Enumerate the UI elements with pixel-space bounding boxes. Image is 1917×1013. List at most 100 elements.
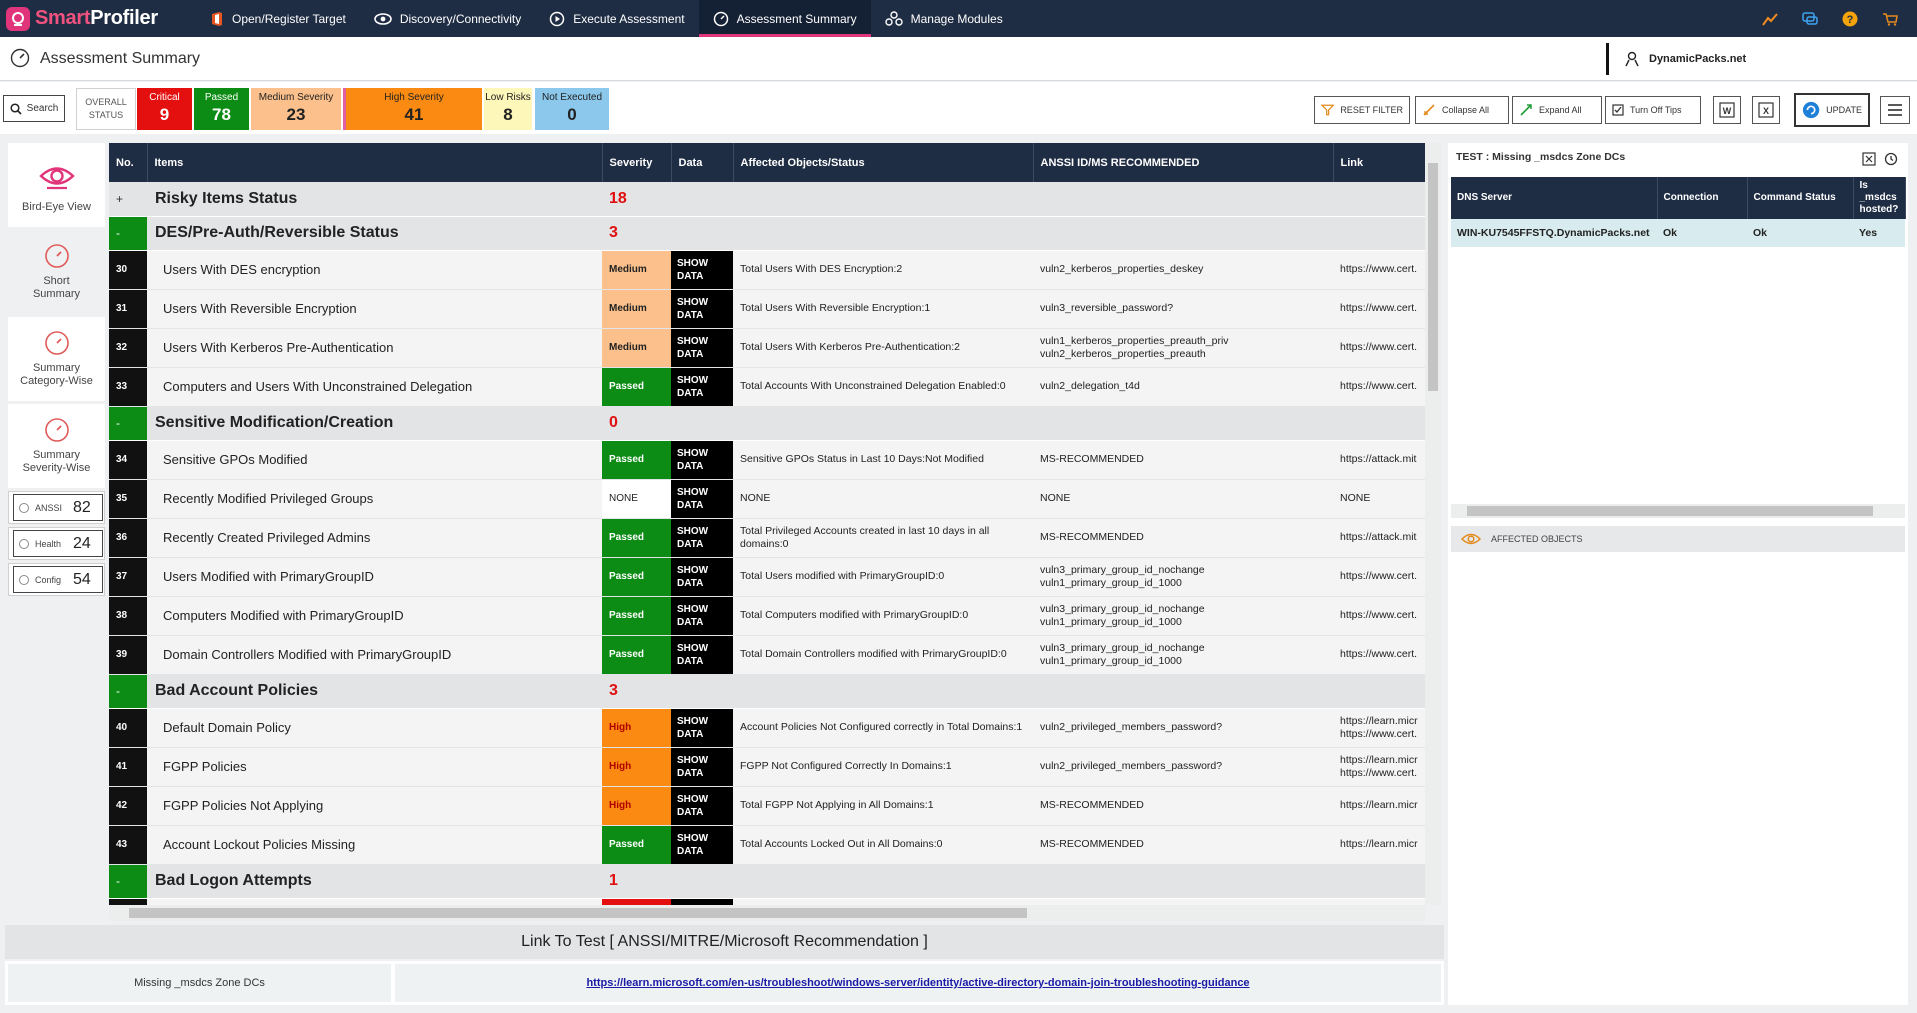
table-row[interactable]: 38 Computers Modified with PrimaryGroupID… [109, 596, 1425, 636]
nav-open-register-target[interactable]: Open/Register Target [196, 0, 360, 37]
row-link[interactable]: https://learn.micr [1333, 786, 1425, 826]
view-summary-severity-wise[interactable]: Summary Severity-Wise [8, 404, 105, 488]
stat-passed[interactable]: Passed 78 [194, 88, 249, 130]
excel-export-icon[interactable] [1862, 152, 1876, 166]
nav-execute-assessment[interactable]: Execute Assessment [535, 0, 698, 37]
table-row[interactable]: 32 Users With Kerberos Pre-Authentication… [109, 328, 1425, 368]
show-data-button[interactable]: SHOW DATA [671, 479, 733, 519]
table-row[interactable]: 43 Account Lockout Policies Missing Passed… [109, 825, 1425, 865]
export-excel-button[interactable]: X [1752, 96, 1780, 124]
row-link[interactable]: https://www.cert. [1333, 289, 1425, 329]
help-icon[interactable]: ? [1837, 0, 1863, 37]
group-row[interactable]: + Risky Items Status 18 [109, 182, 1425, 217]
col-header-data[interactable]: Data [671, 143, 734, 182]
show-data-button[interactable]: SHOW DATA [671, 557, 733, 597]
show-data-button[interactable]: SHOW DATA [671, 367, 733, 407]
row-item-name[interactable]: FGPP Policies Not Applying [147, 786, 602, 826]
row-item-name[interactable]: Users Modified with PrimaryGroupID [147, 557, 602, 597]
category-anssi[interactable]: ANSSI 82 [8, 491, 105, 524]
col-header-items[interactable]: Items [147, 143, 603, 182]
dns-row[interactable]: WIN-KU7545FFSTQ.DynamicPacks.net Ok Ok Y… [1451, 219, 1905, 247]
turn-off-tips-button[interactable]: Turn Off Tips [1605, 96, 1701, 124]
table-row[interactable]: 39 Domain Controllers Modified with Prima… [109, 635, 1425, 675]
table-row[interactable]: 31 Users With Reversible Encryption Medium… [109, 289, 1425, 329]
update-button[interactable]: UPDATE [1794, 93, 1870, 127]
col-header-no[interactable]: No. [109, 143, 148, 182]
nav-manage-modules[interactable]: Manage Modules [871, 0, 1017, 37]
group-row[interactable]: - Bad Logon Attempts 1 [109, 864, 1425, 899]
show-data-button[interactable]: SHOW DATA [671, 289, 733, 329]
affected-objects-bar[interactable]: AFFECTED OBJECTS [1451, 526, 1905, 552]
group-row[interactable]: - DES/Pre-Auth/Reversible Status 3 [109, 216, 1425, 251]
row-link[interactable]: https://www.cert. [1333, 250, 1425, 290]
row-link[interactable]: https://learn.micr https://www.cert. [1333, 708, 1425, 748]
row-item-name[interactable]: Domain Controllers Modified with Primary… [147, 635, 602, 675]
row-item-name[interactable]: Computers Modified with PrimaryGroupID [147, 596, 602, 636]
table-horizontal-scrollbar[interactable] [109, 905, 1425, 921]
col-header-severity[interactable]: Severity [602, 143, 672, 182]
stat-not-executed[interactable]: Not Executed 0 [535, 88, 609, 130]
show-data-button[interactable]: SHOW DATA [671, 250, 733, 290]
view-summary-category-wise[interactable]: Summary Category-Wise [8, 317, 105, 401]
cart-icon[interactable] [1877, 0, 1903, 37]
stat-critical[interactable]: Critical 9 [137, 88, 192, 130]
table-row[interactable]: 35 Recently Modified Privileged Groups NON… [109, 479, 1425, 519]
row-link[interactable]: NONE [1333, 479, 1425, 519]
history-icon[interactable] [1884, 152, 1898, 166]
table-row[interactable]: 30 Users With DES encryption Medium SHOW DA… [109, 250, 1425, 290]
row-item-name[interactable]: Recently Modified Privileged Groups [147, 479, 602, 519]
dns-col-server[interactable]: DNS Server [1451, 177, 1658, 219]
nav-discovery-connectivity[interactable]: Discovery/Connectivity [360, 0, 535, 37]
row-link[interactable]: https://www.cert. [1333, 596, 1425, 636]
scroll-thumb[interactable] [129, 908, 1027, 918]
group-row[interactable]: - Sensitive Modification/Creation 0 [109, 406, 1425, 441]
menu-button[interactable] [1880, 96, 1910, 124]
col-header-anssi[interactable]: ANSSI ID/MS RECOMMENDED [1033, 143, 1334, 182]
reset-filter-button[interactable]: RESET FILTER [1314, 96, 1410, 124]
group-toggle[interactable]: - [109, 864, 147, 899]
row-link[interactable]: https://learn.micr [1333, 825, 1425, 865]
show-data-button[interactable]: SHOW DATA [671, 328, 733, 368]
scroll-thumb[interactable] [1467, 506, 1873, 516]
row-item-name[interactable]: Account Lockout Policies Missing [147, 825, 602, 865]
dns-horizontal-scrollbar[interactable] [1451, 504, 1905, 518]
row-link[interactable]: https://attack.mit [1333, 518, 1425, 558]
row-item-name[interactable]: Users With Reversible Encryption [147, 289, 602, 329]
row-link[interactable]: https://www.cert. [1333, 367, 1425, 407]
show-data-button[interactable]: SHOW DATA [671, 635, 733, 675]
col-header-affected[interactable]: Affected Objects/Status [733, 143, 1034, 182]
row-item-name[interactable]: FGPP Policies [147, 747, 602, 787]
col-header-link[interactable]: Link [1333, 143, 1425, 182]
recommendation-link[interactable]: https://learn.microsoft.com/en-us/troubl… [586, 977, 1250, 989]
row-item-name[interactable]: Users With Kerberos Pre-Authentication [147, 328, 602, 368]
show-data-button[interactable]: SHOW DATA [671, 440, 733, 480]
table-row[interactable]: 33 Computers and Users With Unconstrained… [109, 367, 1425, 407]
group-toggle[interactable]: - [109, 674, 147, 709]
row-item-name[interactable]: Sensitive GPOs Modified [147, 440, 602, 480]
dns-col-connection[interactable]: Connection [1657, 177, 1748, 219]
domain-selector[interactable]: DynamicPacks.net [1606, 43, 1746, 75]
table-vertical-scrollbar[interactable] [1425, 143, 1441, 905]
show-data-button[interactable]: SHOW DATA [671, 747, 733, 787]
row-link[interactable]: https://attack.mit [1333, 440, 1425, 480]
view-bird-eye[interactable]: Bird-Eye View [8, 143, 105, 227]
row-link[interactable]: https://www.cert. [1333, 557, 1425, 597]
stat-low-risks[interactable]: Low Risks 8 [484, 88, 532, 130]
row-item-name[interactable]: Recently Created Privileged Admins [147, 518, 602, 558]
expand-all-button[interactable]: Expand All [1512, 96, 1602, 124]
group-toggle[interactable]: + [109, 182, 147, 217]
show-data-button[interactable]: SHOW DATA [671, 825, 733, 865]
row-item-name[interactable]: Users With DES encryption [147, 250, 602, 290]
row-item-name[interactable]: Default Domain Policy [147, 708, 602, 748]
scroll-thumb[interactable] [1428, 163, 1438, 391]
show-data-button[interactable]: SHOW DATA [671, 786, 733, 826]
radio-icon[interactable] [19, 538, 29, 549]
stat-high-severity[interactable]: High Severity 41 [343, 88, 482, 130]
stat-medium-severity[interactable]: Medium Severity 23 [251, 88, 341, 130]
table-row[interactable]: 41 FGPP Policies High SHOW DATA FGPP Not Con… [109, 747, 1425, 787]
search-button[interactable]: Search [3, 95, 65, 122]
collapse-all-button[interactable]: Collapse All [1415, 96, 1509, 124]
dns-col-msdcs-hosted[interactable]: Is _msdcs hosted? [1853, 177, 1906, 219]
profile-chart-icon[interactable] [1757, 0, 1783, 37]
table-row[interactable]: 42 FGPP Policies Not Applying High SHOW DAT… [109, 786, 1425, 826]
